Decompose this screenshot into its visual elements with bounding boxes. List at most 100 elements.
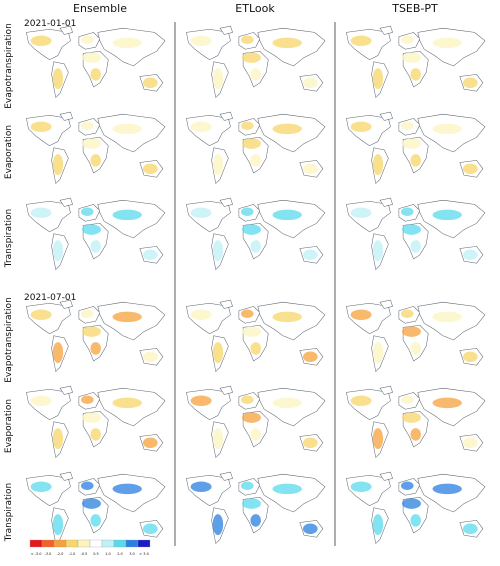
anomaly-patch: [82, 224, 101, 235]
anomaly-patch: [401, 121, 414, 130]
anomaly-patch: [462, 351, 478, 363]
anomaly-patch: [142, 249, 158, 261]
anomaly-patch: [112, 37, 142, 49]
colorbar-swatch: [125, 539, 139, 548]
map-panel: [346, 25, 486, 98]
anomaly-patch: [272, 209, 302, 221]
anomaly-patch: [272, 397, 302, 409]
anomaly-patch: [401, 35, 414, 44]
colorbar-label: < -3.0: [31, 552, 42, 556]
row-label: Evaporation: [4, 399, 14, 453]
anomaly-patch: [81, 309, 94, 318]
anomaly-patch: [90, 154, 101, 167]
anomaly-patch: [30, 395, 52, 407]
map-panel: [186, 471, 326, 544]
anomaly-patch: [142, 163, 158, 175]
anomaly-patch: [241, 121, 254, 130]
anomaly-patch: [402, 498, 421, 509]
anomaly-patch: [142, 523, 158, 535]
map-panel: [26, 197, 166, 270]
colorbar-label: -1.0: [69, 552, 76, 556]
anomaly-patch: [30, 309, 52, 321]
anomaly-patch: [272, 37, 302, 49]
anomaly-patch: [190, 35, 212, 47]
anomaly-patch: [81, 207, 94, 216]
map-panel: [186, 385, 326, 458]
anomaly-patch: [250, 68, 261, 81]
anomaly-patch: [272, 311, 302, 323]
anomaly-patch: [462, 437, 478, 449]
anomaly-patch: [410, 68, 421, 81]
anomaly-patch: [90, 342, 101, 355]
colorbar-swatch: [77, 539, 91, 548]
anomaly-patch: [242, 326, 261, 337]
anomaly-patch: [350, 35, 372, 47]
anomaly-patch: [302, 249, 318, 261]
anomaly-patch: [142, 437, 158, 449]
map-panel: [186, 25, 326, 98]
anomaly-patch: [350, 309, 372, 321]
anomaly-patch: [432, 37, 462, 49]
anomaly-patch: [112, 209, 142, 221]
anomaly-patch: [82, 498, 101, 509]
map-panel: [26, 299, 166, 372]
map-panel: [186, 111, 326, 184]
colorbar-label: -2.0: [57, 552, 64, 556]
anomaly-patch: [241, 309, 254, 318]
anomaly-patch: [250, 514, 261, 527]
anomaly-patch: [241, 481, 254, 490]
anomaly-patch: [241, 207, 254, 216]
anomaly-patch: [81, 35, 94, 44]
column-header: Ensemble: [73, 2, 127, 15]
colorbar-label: 1.0: [105, 552, 111, 556]
anomaly-patch: [462, 163, 478, 175]
row-label: Transpiration: [4, 483, 14, 542]
anomaly-patch: [30, 35, 52, 47]
anomaly-patch: [212, 342, 224, 364]
anomaly-patch: [52, 428, 64, 450]
map-panel: [346, 471, 486, 544]
anomaly-patch: [302, 437, 318, 449]
anomaly-patch: [250, 154, 261, 167]
anomaly-patch: [432, 397, 462, 409]
anomaly-patch: [142, 351, 158, 363]
anomaly-patch: [401, 309, 414, 318]
anomaly-patch: [242, 224, 261, 235]
map-panel: [346, 385, 486, 458]
anomaly-patch: [410, 154, 421, 167]
colorbar-label: 2.0: [117, 552, 123, 556]
anomaly-patch: [432, 209, 462, 221]
anomaly-patch: [401, 481, 414, 490]
anomaly-patch: [432, 123, 462, 135]
anomaly-patch: [30, 121, 52, 133]
anomaly-patch: [90, 514, 101, 527]
anomaly-patch: [462, 249, 478, 261]
colorbar-swatch: [137, 539, 151, 548]
colorbar-swatch: [29, 539, 43, 548]
colorbar-label: -3.0: [45, 552, 52, 556]
anomaly-patch: [190, 121, 212, 133]
map-panel: [346, 197, 486, 270]
anomaly-patch: [372, 514, 384, 536]
anomaly-patch: [350, 121, 372, 133]
anomaly-patch: [81, 481, 94, 490]
anomaly-patch: [402, 52, 421, 63]
anomaly-patch: [372, 240, 384, 262]
anomaly-patch: [250, 240, 261, 253]
anomaly-patch: [30, 481, 52, 493]
anomaly-patch: [81, 121, 94, 130]
anomaly-patch: [190, 309, 212, 321]
map-panel: [26, 471, 166, 544]
anomaly-patch: [410, 428, 421, 441]
column-header: TSEB-PT: [391, 2, 438, 15]
anomaly-patch: [401, 207, 414, 216]
colorbar-swatch: [65, 539, 79, 548]
anomaly-patch: [52, 68, 64, 90]
anomaly-patch: [302, 77, 318, 89]
anomaly-patch: [90, 428, 101, 441]
column-headers: Ensemble ETLook TSEB-PT Evapotranspiration E…: [4, 2, 438, 542]
map-panel: [346, 111, 486, 184]
anomaly-patch: [372, 68, 384, 90]
anomaly-patch: [432, 483, 462, 495]
